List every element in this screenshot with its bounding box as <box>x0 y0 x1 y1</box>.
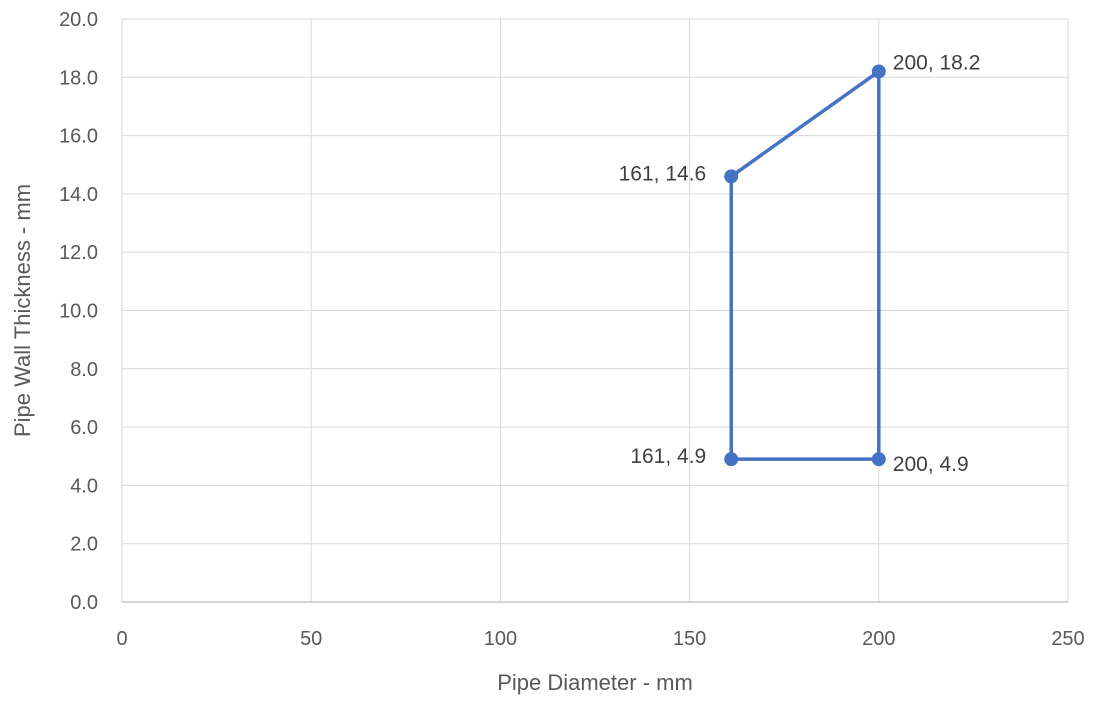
y-tick-label: 4.0 <box>70 475 98 497</box>
x-tick-label: 50 <box>300 628 322 650</box>
x-tick-label: 200 <box>862 628 895 650</box>
y-tick-label: 14.0 <box>59 184 98 206</box>
y-tick-label: 16.0 <box>59 126 98 148</box>
data-point <box>724 452 739 467</box>
x-axis-title: Pipe Diameter - mm <box>497 670 693 695</box>
x-tick-label: 250 <box>1051 628 1084 650</box>
y-tick-label: 12.0 <box>59 242 98 264</box>
series-line <box>729 69 881 461</box>
y-axis-title: Pipe Wall Thickness - mm <box>10 184 35 437</box>
y-tick-label: 6.0 <box>70 417 98 439</box>
data-point <box>871 452 886 467</box>
y-tick-label: 10.0 <box>59 301 98 323</box>
gridlines <box>121 18 1069 603</box>
data-labels: 161, 4.9 161, 14.6 200, 18.2 200, 4.9 <box>619 51 981 476</box>
data-point <box>724 169 739 184</box>
data-point <box>871 64 886 79</box>
data-label: 200, 4.9 <box>893 453 969 476</box>
data-label: 161, 14.6 <box>619 162 707 185</box>
y-tick-label: 0.0 <box>70 592 98 614</box>
series-layer <box>724 64 886 467</box>
data-label: 200, 18.2 <box>893 51 981 74</box>
y-tick-label: 18.0 <box>59 67 98 89</box>
axes: 0 50 100 150 200 250 0.0 2.0 4.0 6.0 8.0 10.0 12.0 14… <box>59 9 1085 650</box>
y-tick-label: 20.0 <box>59 9 98 31</box>
y-tick-label: 2.0 <box>70 534 98 556</box>
x-tick-label: 150 <box>673 628 706 650</box>
x-tick-label: 0 <box>116 628 127 650</box>
y-tick-label: 8.0 <box>70 359 98 381</box>
data-label: 161, 4.9 <box>630 445 706 468</box>
x-tick-label: 100 <box>484 628 517 650</box>
